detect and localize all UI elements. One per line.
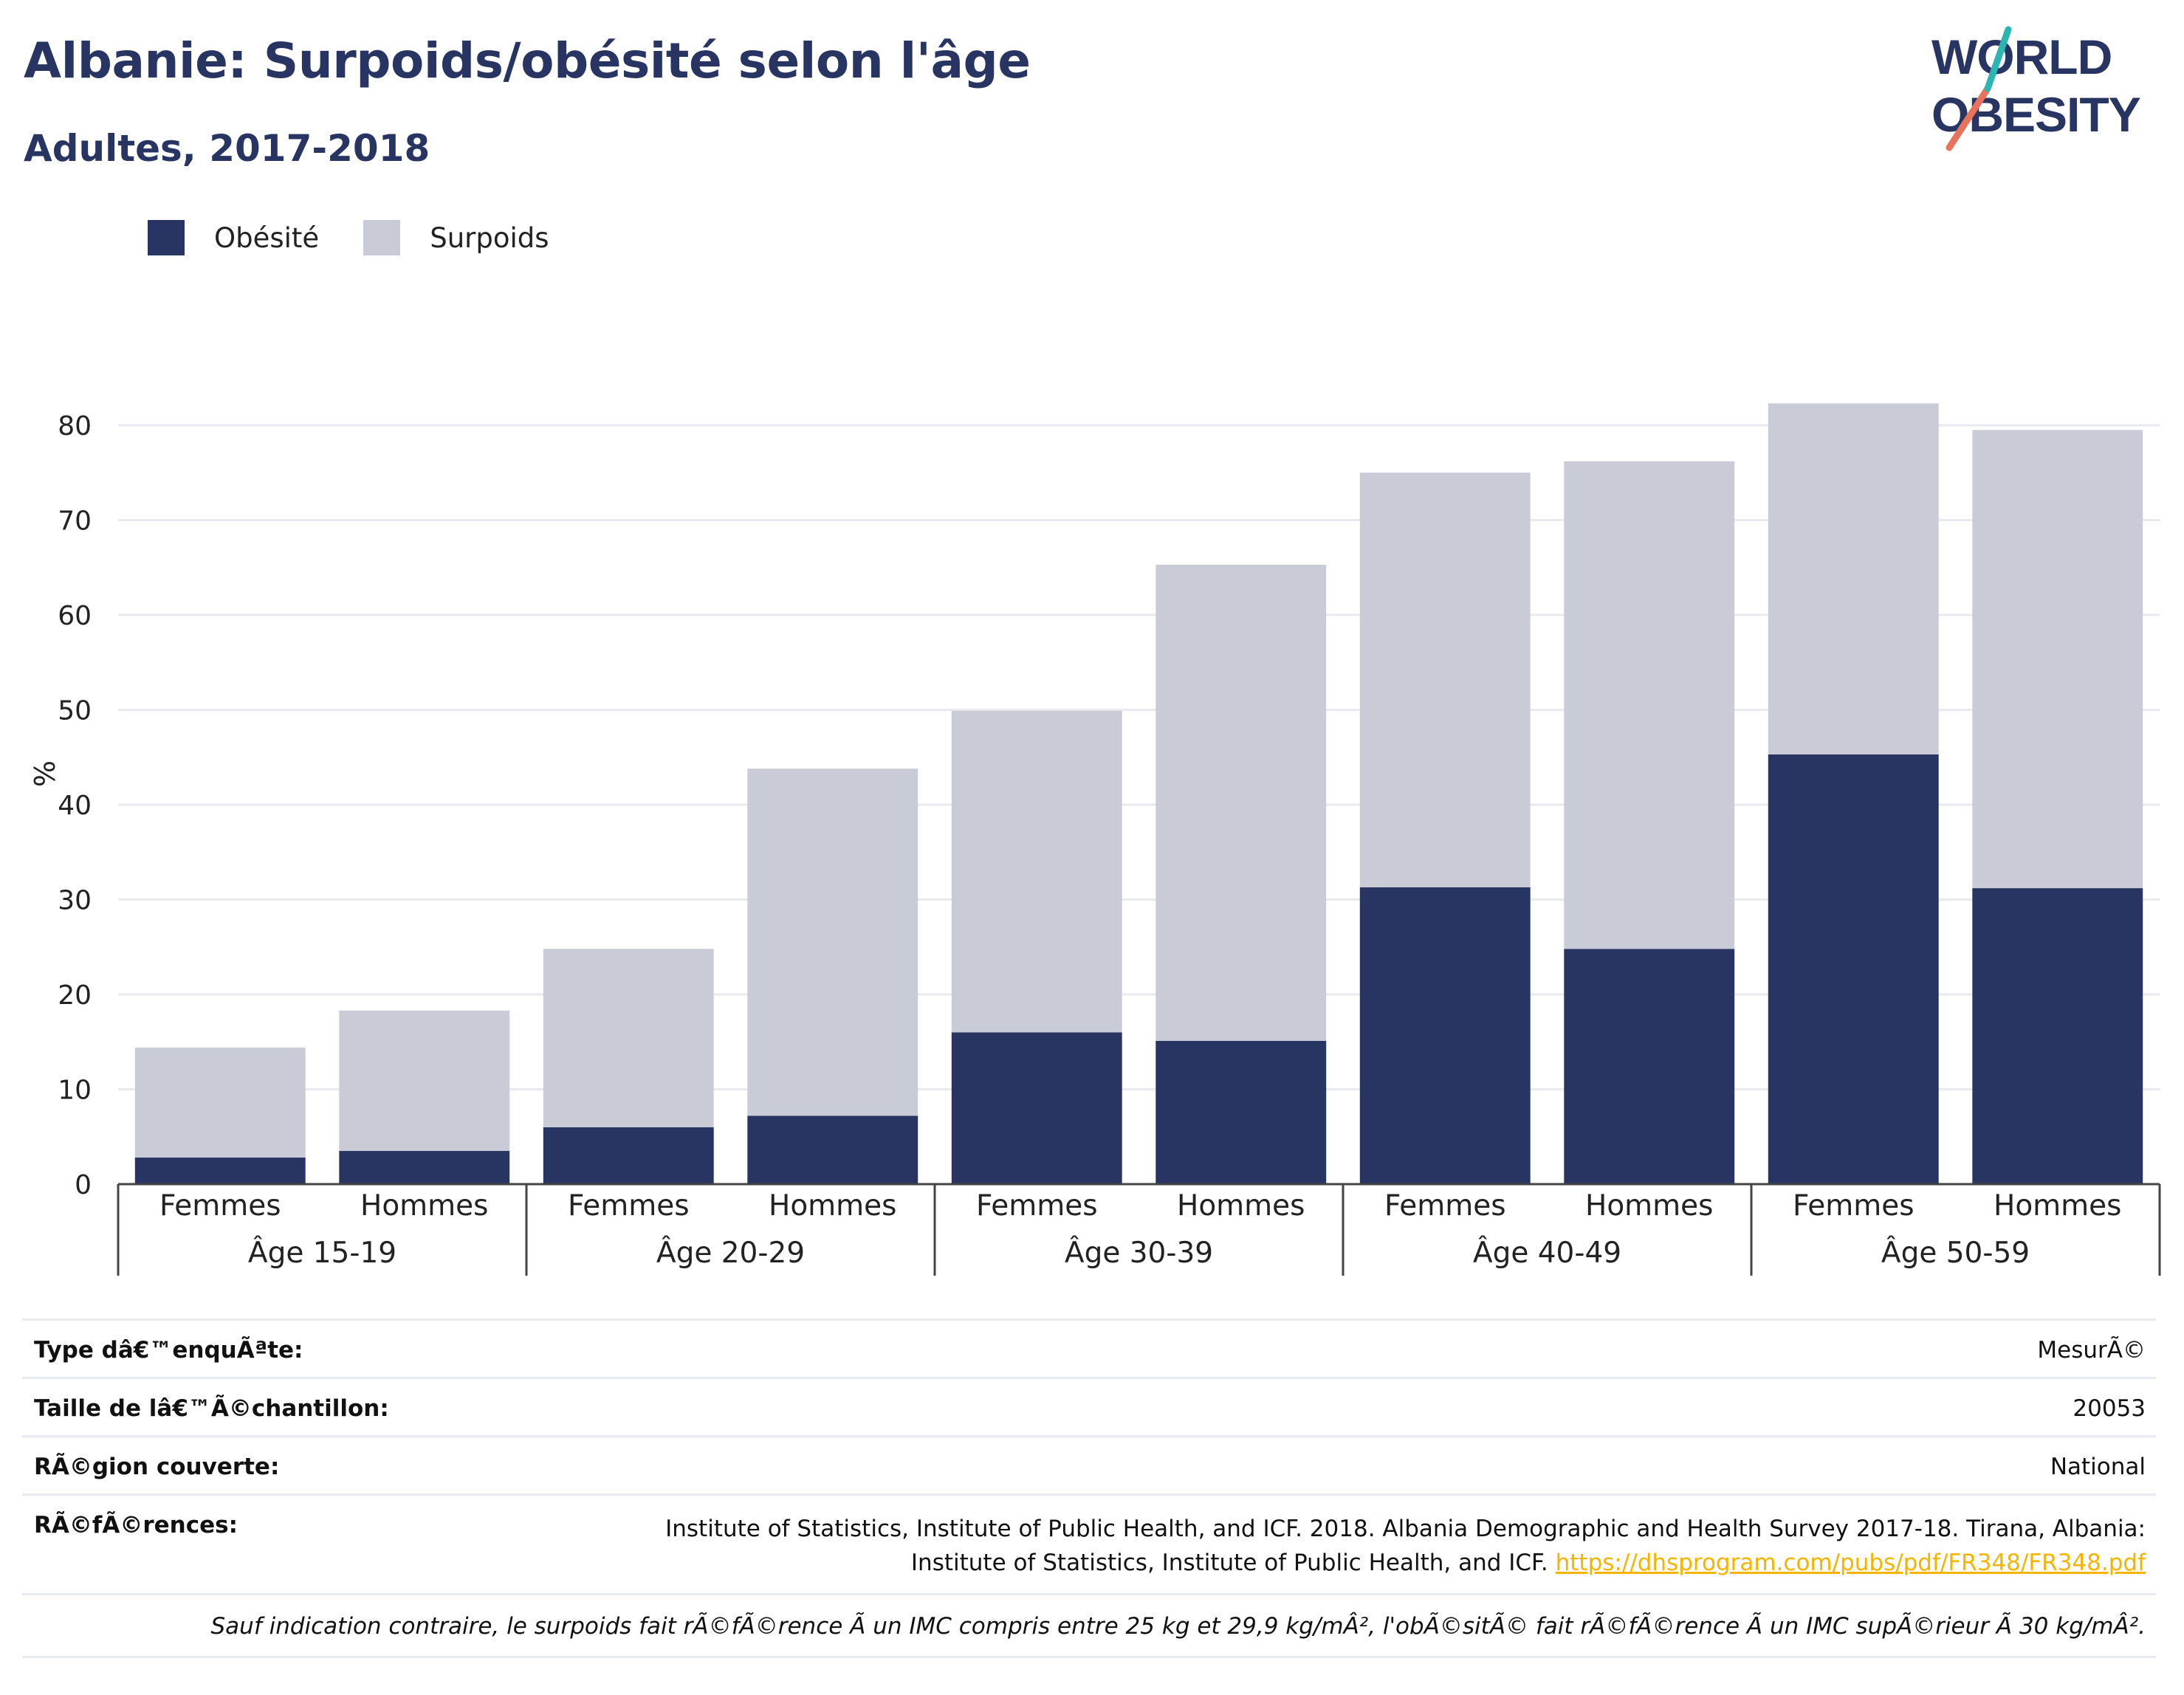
info-row-sample-size: Taille de lâ€™Ã©chantillon: 20053 (22, 1377, 2156, 1435)
bar-obesity (134, 1158, 306, 1184)
y-tick-label: 40 (58, 791, 92, 821)
bar-obesity (1972, 888, 2143, 1184)
x-tick-label: Femmes (159, 1189, 281, 1223)
reference-link[interactable]: https://dhsprogram.com/pubs/pdf/FR348/FR… (1555, 1550, 2146, 1576)
y-tick-label: 30 (58, 886, 92, 916)
bar-overweight (1359, 472, 1531, 887)
x-tick-label: Hommes (769, 1189, 896, 1223)
legend-label-obesity: Obésité (214, 221, 320, 254)
page-subtitle: Adultes, 2017-2018 (24, 127, 430, 170)
info-row-region: RÃ©gion couverte: National (22, 1435, 2156, 1493)
x-tick-label: Hommes (1177, 1189, 1305, 1223)
info-table: Type dâ€™enquÃªte: MesurÃ© Taille de lâ€… (22, 1318, 2156, 1658)
page-title: Albanie: Surpoids/obésité selon l'âge (24, 32, 1031, 89)
reference-line-1: Institute of Statistics, Institute of Pu… (665, 1516, 2146, 1542)
info-value: MesurÃ© (2037, 1337, 2146, 1364)
x-tick-label: Femmes (568, 1189, 690, 1223)
bar-overweight (339, 1010, 510, 1152)
bar-obesity (951, 1032, 1122, 1184)
info-value: 20053 (2073, 1395, 2146, 1422)
references-text: Institute of Statistics, Institute of Pu… (665, 1512, 2146, 1580)
info-label: RÃ©fÃ©rences: (34, 1512, 238, 1538)
footnote: Sauf indication contraire, le surpoids f… (22, 1593, 2156, 1658)
y-axis-label: % (29, 760, 61, 787)
bar-obesity (543, 1127, 714, 1184)
reference-line-2: Institute of Statistics, Institute of Pu… (910, 1550, 1548, 1576)
chart-legend: Obésité Surpoids (148, 219, 594, 257)
y-tick-label: 20 (58, 980, 92, 1011)
svg-text:OBESITY: OBESITY (1931, 87, 2140, 142)
bar-overweight (1768, 403, 1939, 754)
legend-item-overweight: Surpoids (363, 220, 549, 255)
info-value: National (2050, 1454, 2146, 1480)
x-tick-label: Femmes (976, 1189, 1098, 1223)
y-tick-label: 80 (58, 411, 92, 441)
bar-obesity (1768, 754, 1939, 1184)
y-tick-label: 10 (58, 1076, 92, 1106)
y-tick-label: 50 (58, 696, 92, 726)
bar-obesity (1359, 887, 1531, 1184)
info-label: Type dâ€™enquÃªte: (34, 1337, 303, 1364)
info-label: RÃ©gion couverte: (34, 1454, 280, 1480)
info-row-references: RÃ©fÃ©rences: Institute of Statistics, I… (22, 1493, 2156, 1593)
legend-item-obesity: Obésité (148, 220, 319, 255)
info-row-survey-type: Type dâ€™enquÃªte: MesurÃ© (22, 1318, 2156, 1377)
info-label: Taille de lâ€™Ã©chantillon: (34, 1395, 389, 1422)
x-group-label: Âge 50-59 (1881, 1235, 2030, 1270)
bar-overweight (1564, 461, 1735, 949)
x-tick-label: Hommes (1585, 1189, 1713, 1223)
bar-obesity (747, 1115, 918, 1184)
bar-overweight (1155, 564, 1327, 1041)
world-obesity-logo: WORLD OBESITY (1931, 26, 2141, 151)
stacked-bar-chart: 0 10 20 30 40 50 60 70 80% Femmes Hommes Femmes Homm… (29, 403, 2161, 1276)
bar-overweight (543, 949, 714, 1127)
bar-overweight (134, 1047, 306, 1158)
bar-overweight (951, 710, 1122, 1033)
x-group-label: Âge 30-39 (1065, 1235, 1213, 1270)
y-tick-label: 70 (58, 506, 92, 537)
x-tick-label: Hommes (360, 1189, 488, 1223)
x-tick-label: Femmes (1793, 1189, 1915, 1223)
bar-obesity (339, 1151, 510, 1184)
legend-label-overweight: Surpoids (430, 221, 549, 254)
bar-overweight (747, 769, 918, 1116)
x-group-label: Âge 15-19 (248, 1235, 396, 1270)
bar-overweight (1972, 430, 2143, 889)
x-group-label: Âge 40-49 (1473, 1235, 1621, 1270)
y-tick-label: 0 (75, 1170, 92, 1200)
y-tick-label: 60 (58, 601, 92, 631)
bar-obesity (1564, 949, 1735, 1184)
svg-text:WORLD: WORLD (1931, 30, 2112, 84)
legend-swatch-obesity (148, 220, 185, 255)
bar-obesity (1155, 1040, 1327, 1184)
legend-swatch-overweight (363, 220, 401, 255)
x-group-label: Âge 20-29 (656, 1235, 805, 1270)
x-tick-label: Hommes (1994, 1189, 2121, 1223)
x-tick-label: Femmes (1384, 1189, 1506, 1223)
